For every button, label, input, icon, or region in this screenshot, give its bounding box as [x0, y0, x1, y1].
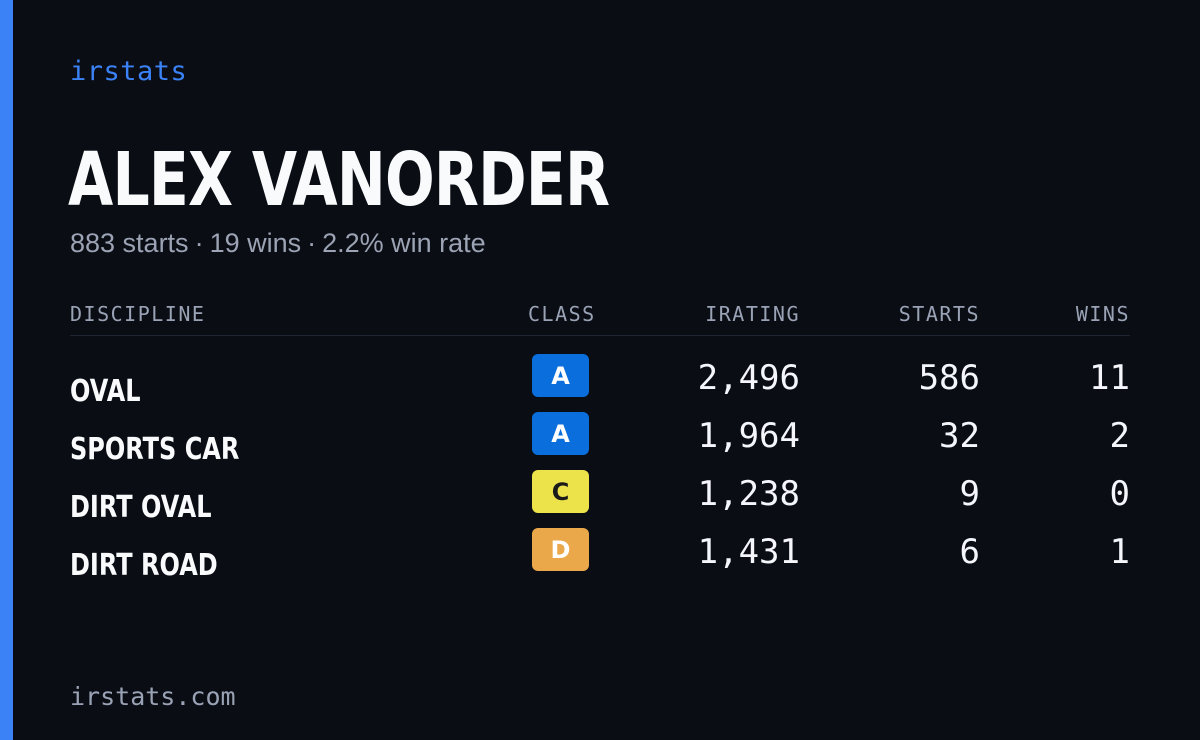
license-class-badge: A	[532, 354, 589, 397]
driver-summary: 883 starts · 19 wins · 2.2% win rate	[70, 228, 486, 259]
table-body: OVAL A 2,496 586 11 SPORTS CAR A 1,964 3…	[70, 352, 1130, 584]
wins-value: 2	[1109, 416, 1130, 456]
brand-logo-text: irstats	[70, 56, 188, 87]
summary-starts: 883 starts	[70, 228, 189, 258]
wins-value: 0	[1109, 474, 1130, 514]
discipline-stats-table: DISCIPLINE CLASS IRATING STARTS WINS OVA…	[70, 296, 1130, 584]
header-wins: WINS	[1075, 302, 1130, 326]
license-class-badge: D	[532, 528, 589, 571]
summary-wins: 19 wins	[209, 228, 302, 258]
irating-value: 1,964	[697, 416, 800, 456]
wins-value: 11	[1089, 358, 1130, 398]
table-row: OVAL A 2,496 586 11	[70, 352, 1130, 410]
starts-value: 32	[939, 416, 980, 456]
table-row: DIRT OVAL C 1,238 9 0	[70, 468, 1130, 526]
discipline-name: DIRT ROAD	[70, 548, 218, 583]
irating-value: 1,238	[697, 474, 800, 514]
header-irating: IRATING	[705, 302, 800, 326]
driver-name: ALEX VANORDER	[68, 137, 610, 223]
summary-separator: ·	[307, 228, 317, 258]
discipline-name: DIRT OVAL	[70, 490, 212, 525]
header-discipline: DISCIPLINE	[70, 302, 206, 326]
summary-separator: ·	[194, 228, 204, 258]
summary-win-rate: 2.2% win rate	[322, 228, 486, 258]
header-starts: STARTS	[898, 302, 980, 326]
starts-value: 9	[959, 474, 980, 514]
table-row: DIRT ROAD D 1,431 6 1	[70, 526, 1130, 584]
wins-value: 1	[1109, 532, 1130, 572]
irating-value: 1,431	[697, 532, 800, 572]
table-row: SPORTS CAR A 1,964 32 2	[70, 410, 1130, 468]
table-header: DISCIPLINE CLASS IRATING STARTS WINS	[70, 296, 1130, 336]
discipline-name: OVAL	[70, 374, 141, 409]
footer-site-url[interactable]: irstats.com	[70, 682, 236, 711]
irating-value: 2,496	[697, 358, 800, 398]
license-class-badge: A	[532, 412, 589, 455]
starts-value: 6	[959, 532, 980, 572]
starts-value: 586	[918, 358, 980, 398]
accent-bar	[0, 0, 13, 740]
header-class: CLASS	[528, 302, 596, 326]
license-class-badge: C	[532, 470, 589, 513]
discipline-name: SPORTS CAR	[70, 432, 240, 467]
